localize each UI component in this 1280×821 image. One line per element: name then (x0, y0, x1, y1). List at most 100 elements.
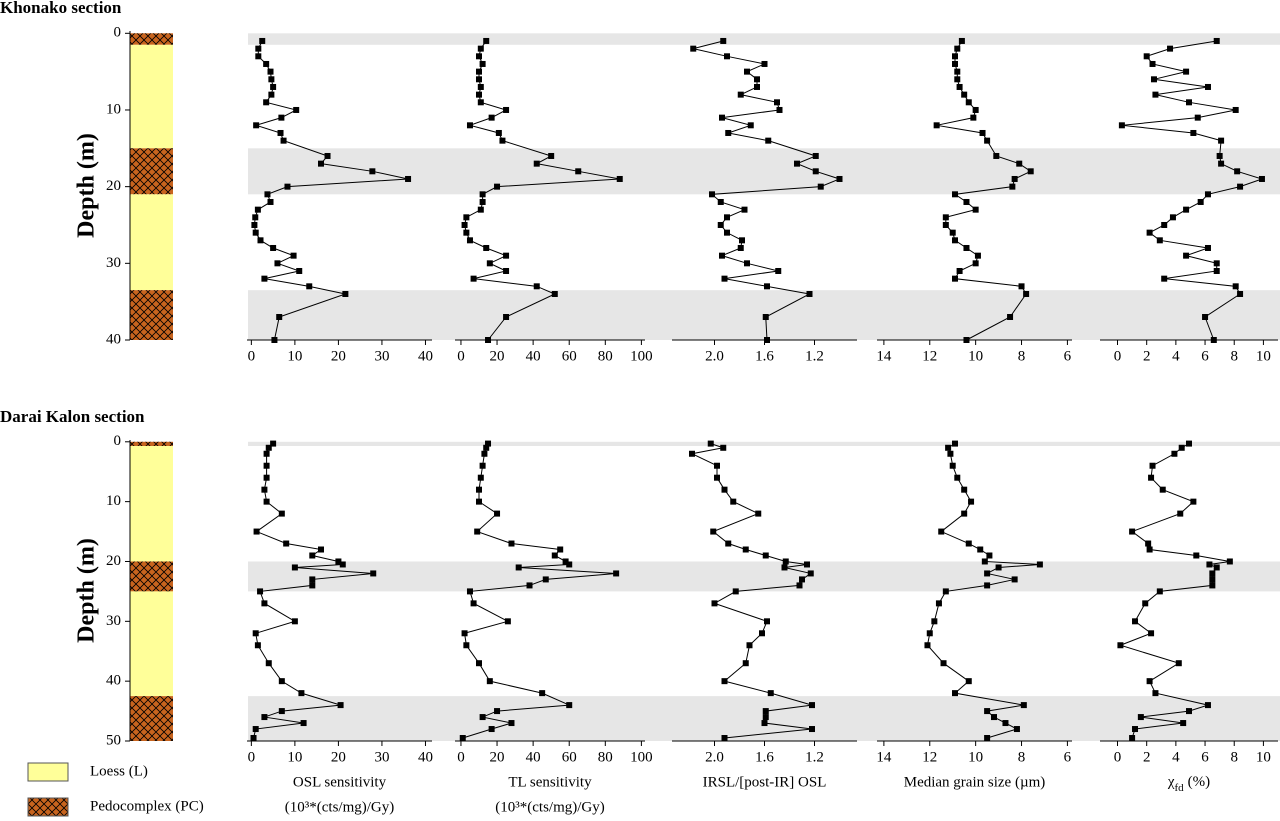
data-point (291, 564, 298, 571)
data-point (724, 53, 730, 60)
data-point (263, 450, 270, 457)
data-point (1148, 474, 1155, 481)
x-tick-label: 20 (331, 348, 346, 364)
data-point (263, 474, 270, 481)
data-point (466, 588, 473, 595)
x-tick-label: 10 (287, 348, 302, 364)
data-point (1258, 175, 1265, 182)
data-point (762, 708, 769, 715)
data-point (1218, 160, 1225, 167)
x-tick-label: 60 (562, 749, 577, 765)
data-point (761, 720, 768, 727)
data-point (1169, 214, 1176, 221)
data-point (459, 735, 466, 742)
legend-label: Pedocomplex (PC) (90, 798, 204, 814)
data-point (956, 267, 963, 274)
shaded-band (248, 561, 1280, 592)
data-point (724, 229, 730, 236)
data-point (942, 221, 949, 228)
data-point (1178, 444, 1185, 451)
data-point (261, 275, 268, 282)
data-point (515, 564, 522, 571)
legend-swatch (27, 762, 69, 782)
data-point (280, 137, 287, 144)
data-point (276, 313, 283, 320)
data-point (730, 498, 737, 505)
data-point (984, 735, 991, 742)
data-point (942, 588, 949, 595)
x-tick-label: 8 (1230, 749, 1238, 765)
data-point (616, 175, 623, 182)
data-point (1142, 600, 1149, 607)
x-tick-label: 40 (418, 348, 433, 364)
data-point (1117, 642, 1124, 649)
strat-unit-hatch (130, 33, 173, 45)
data-point (1118, 122, 1125, 129)
data-point (940, 660, 947, 667)
data-point (252, 630, 259, 637)
x-tick-label: 80 (598, 348, 613, 364)
data-point (1016, 160, 1023, 167)
data-point (494, 183, 501, 190)
x-tick-label: 1.2 (805, 749, 824, 765)
data-point (1002, 720, 1009, 727)
x-tick-label: 0 (248, 749, 256, 765)
y-tick-label: 10 (106, 101, 121, 117)
data-point (812, 168, 819, 175)
data-point (954, 68, 961, 75)
data-point (721, 275, 728, 282)
data-point (250, 735, 257, 742)
data-point (566, 561, 573, 568)
data-point (1036, 561, 1043, 568)
data-point (477, 99, 484, 106)
data-point (557, 546, 564, 553)
y-tick-label: 0 (114, 433, 122, 449)
x-axis-label: Median grain size (µm) (904, 774, 1046, 790)
data-point (1152, 690, 1159, 697)
data-point (470, 600, 477, 607)
data-point (1186, 440, 1192, 447)
y-axis-label: Depth (m) (74, 133, 100, 238)
data-point (486, 678, 493, 685)
data-point (721, 678, 728, 685)
x-tick-label: 1.6 (755, 348, 774, 364)
data-point (479, 60, 486, 67)
data-point (796, 582, 803, 589)
x-tick-label: 0 (457, 348, 465, 364)
data-point (968, 498, 975, 505)
y-tick-label: 50 (106, 732, 121, 748)
data-point (720, 444, 727, 451)
data-point (261, 714, 268, 721)
data-point (1186, 708, 1192, 715)
y-tick-label: 10 (106, 493, 121, 509)
data-point (717, 198, 724, 205)
data-point (270, 440, 277, 447)
data-point (1183, 206, 1190, 213)
data-point (1237, 290, 1244, 297)
data-point (1232, 283, 1239, 290)
data-point (277, 129, 284, 136)
data-point (1146, 229, 1153, 236)
data-point (1146, 546, 1153, 553)
data-point (526, 582, 533, 589)
data-point (254, 206, 261, 213)
x-tick-label: 10 (287, 749, 302, 765)
data-point (1194, 114, 1201, 121)
legend-label: Loess (L) (90, 763, 148, 779)
data-point (689, 450, 695, 457)
strat-unit-hatch (130, 441, 173, 446)
data-point (562, 558, 569, 565)
x-tick-label: 6 (1201, 348, 1209, 364)
data-point (255, 45, 262, 52)
data-point (263, 99, 270, 106)
data-point (499, 137, 506, 144)
data-point (1186, 99, 1192, 106)
data-point (958, 37, 965, 44)
data-point (265, 660, 272, 667)
data-point (463, 229, 470, 236)
data-point (1007, 313, 1014, 320)
y-tick-label: 20 (106, 553, 121, 569)
data-point (494, 708, 501, 715)
x-axis-label: (10³*(cts/mg)/Gy) (495, 799, 604, 815)
x-tick-label: 60 (562, 348, 577, 364)
